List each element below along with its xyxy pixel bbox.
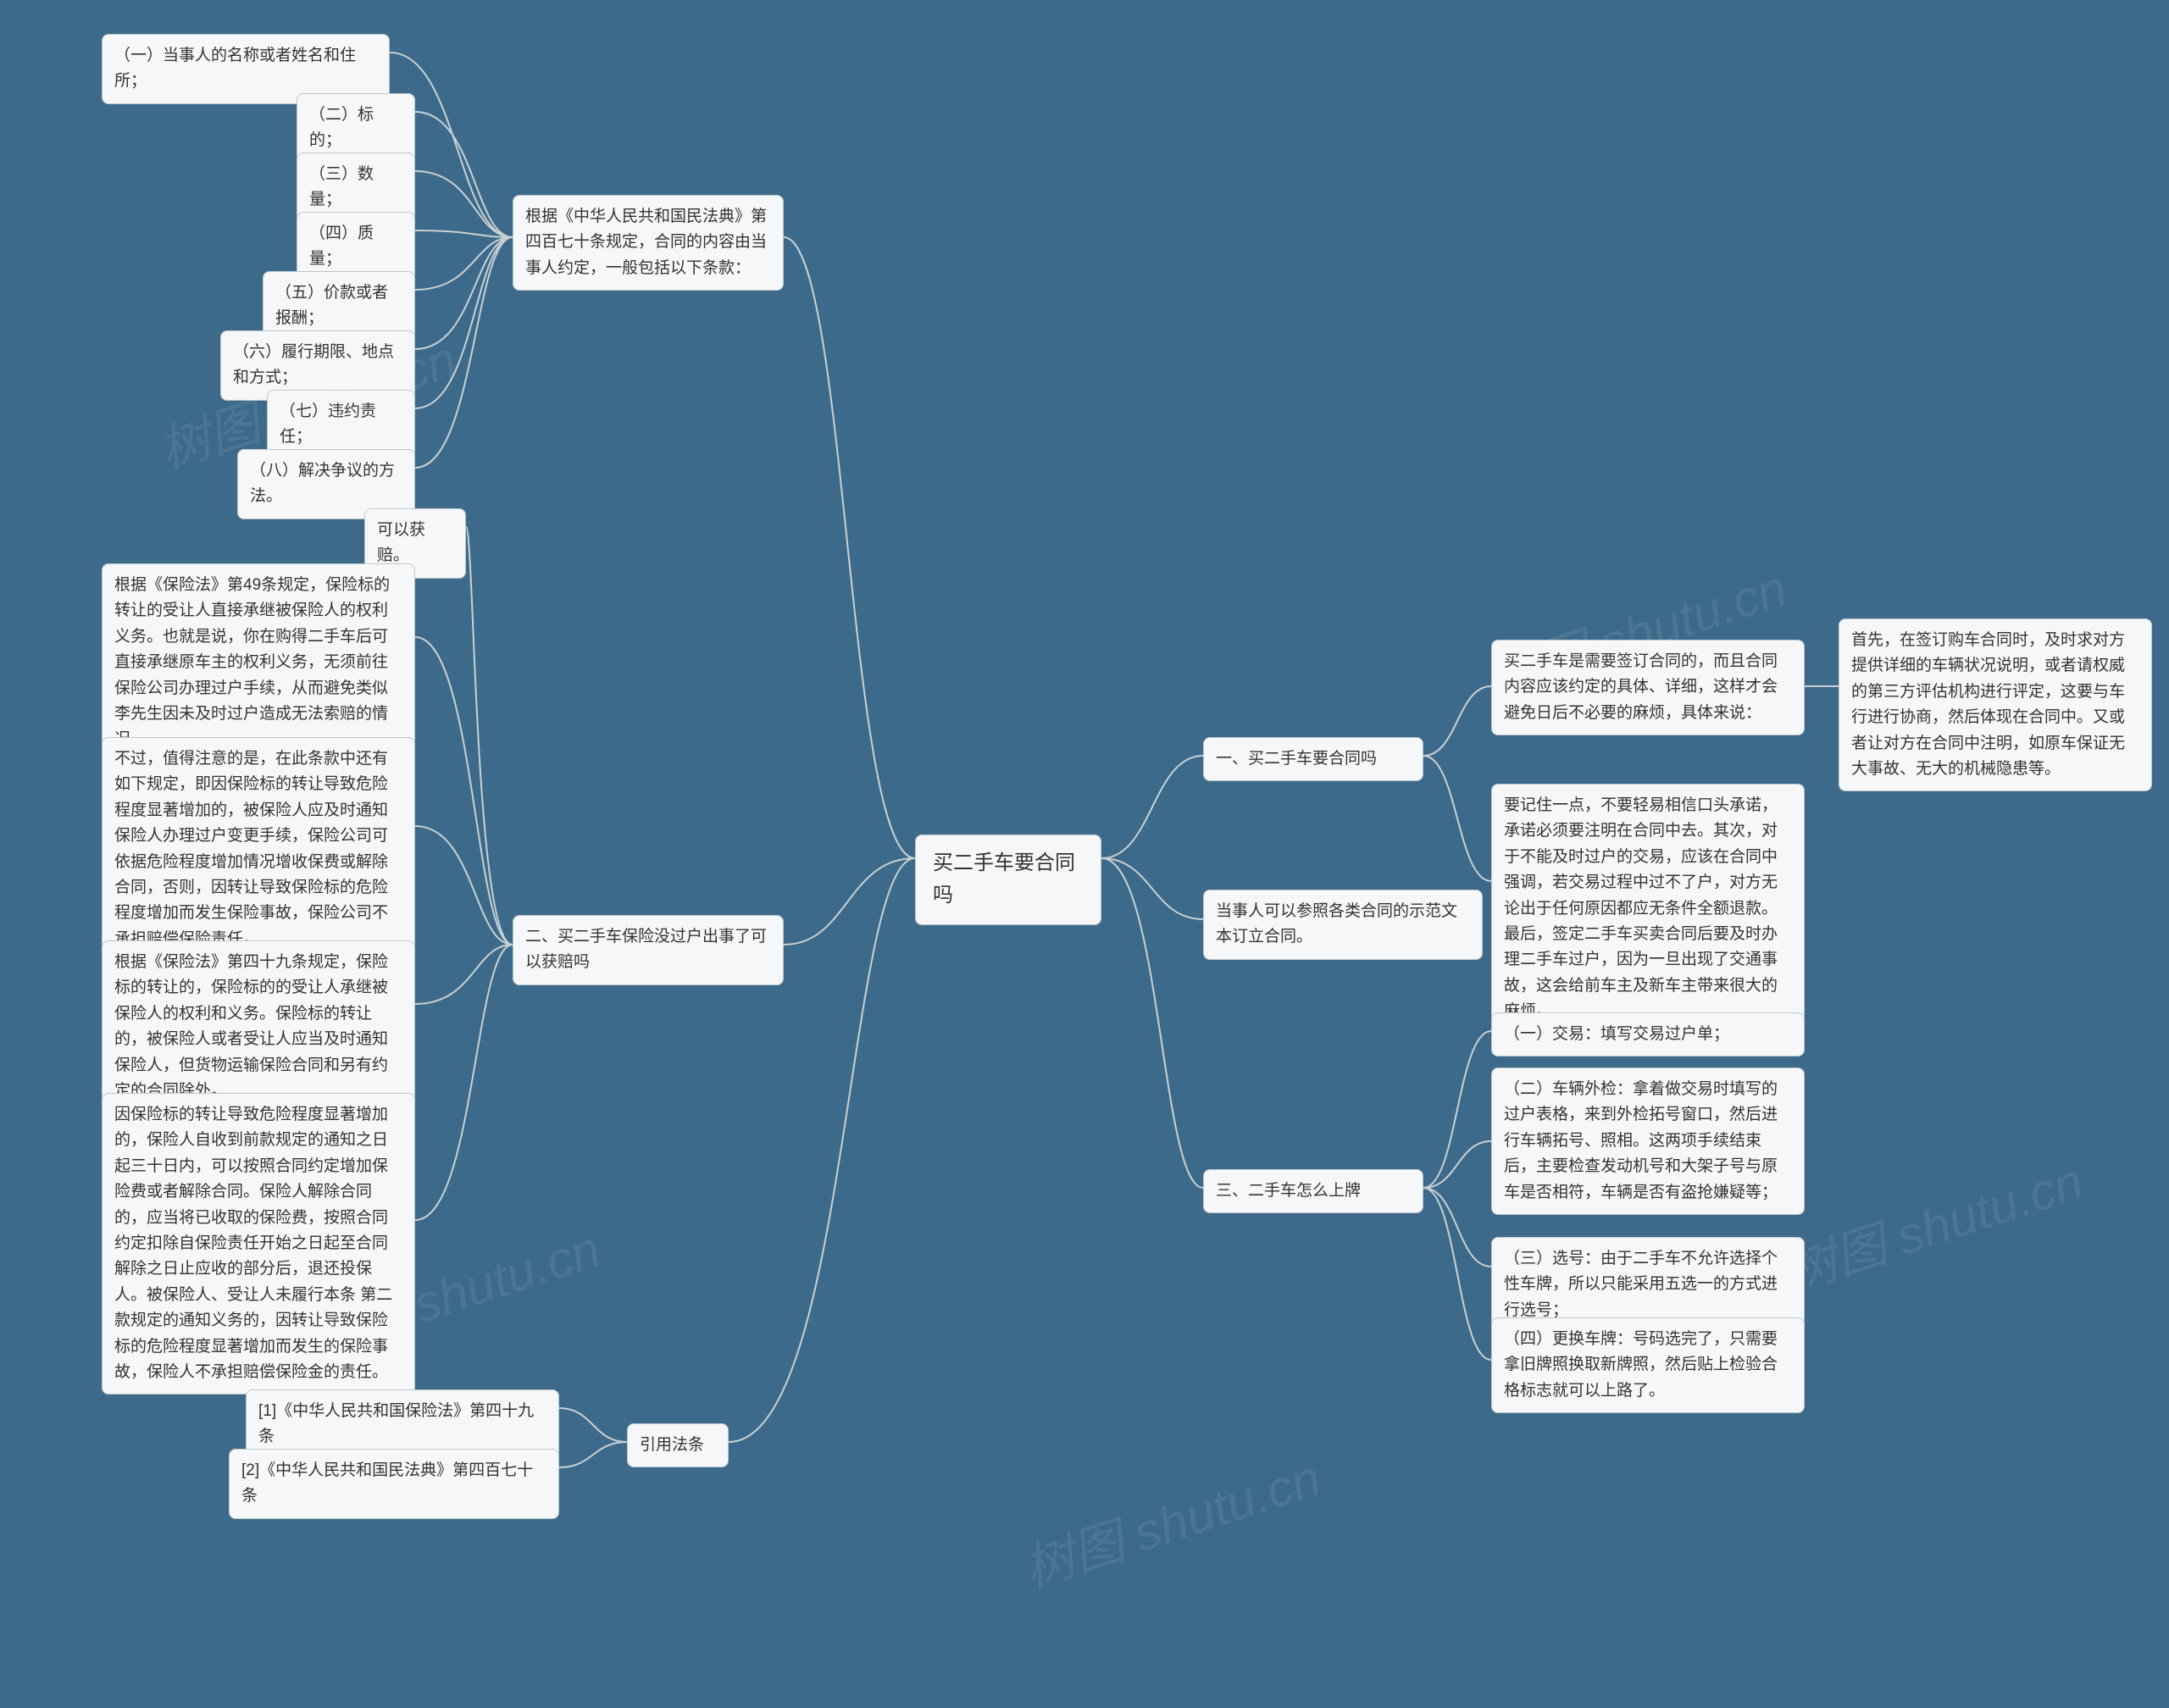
branch-right-1-child-2[interactable]: 要记住一点，不要轻易相信口头承诺，承诺必须要注明在合同中去。其次，对于不能及时过…: [1491, 784, 1805, 1034]
branch-left-2-child-2[interactable]: 根据《保险法》第49条规定，保险标的转让的受让人直接承继被保险人的权利义务。也就…: [102, 563, 415, 762]
branch-left-2-child-3[interactable]: 不过，值得注意的是，在此条款中还有如下规定，即因保险标的转让导致危险程度显著增加…: [102, 737, 415, 962]
branch-right-3-child-1[interactable]: （一）交易：填写交易过户单；: [1491, 1012, 1805, 1056]
branch-left-2[interactable]: 二、买二手车保险没过户出事了可以获赔吗: [513, 915, 784, 985]
watermark: 树图 shutu.cn: [1775, 1140, 2091, 1306]
branch-left-3-child-2[interactable]: [2]《中华人民共和国民法典》第四百七十条: [229, 1449, 559, 1519]
branch-left-2-child-5[interactable]: 因保险标的转让导致危险程度显著增加的，保险人自收到前款规定的通知之日起三十日内，…: [102, 1093, 415, 1395]
branch-right-3[interactable]: 三、二手车怎么上牌: [1203, 1169, 1423, 1213]
branch-right-1-child-1-child-1[interactable]: 首先，在签订购车合同时，及时求对方提供详细的车辆状况说明，或者请权威的第三方评估…: [1839, 618, 2152, 791]
branch-left-2-child-4[interactable]: 根据《保险法》第四十九条规定，保险标的转让的，保险标的的受让人承继被保险人的权利…: [102, 940, 415, 1113]
branch-right-1[interactable]: 一、买二手车要合同吗: [1203, 737, 1423, 781]
branch-right-1-child-1[interactable]: 买二手车是需要签订合同的，而且合同内容应该约定的具体、详细，这样才会避免日后不必…: [1491, 640, 1805, 735]
branch-right-3-child-4[interactable]: （四）更换车牌：号码选完了，只需要拿旧牌照换取新牌照，然后贴上检验合格标志就可以…: [1491, 1317, 1805, 1413]
branch-left-1[interactable]: 根据《中华人民共和国民法典》第四百七十条规定，合同的内容由当事人约定，一般包括以…: [513, 195, 784, 291]
watermark: 树图 shutu.cn: [1012, 1437, 1329, 1602]
branch-right-2[interactable]: 当事人可以参照各类合同的示范文本订立合同。: [1203, 890, 1483, 960]
root-node[interactable]: 买二手车要合同吗: [915, 835, 1101, 925]
branch-right-3-child-2[interactable]: （二）车辆外检：拿着做交易时填写的过户表格，来到外检拓号窗口，然后进行车辆拓号、…: [1491, 1068, 1805, 1215]
branch-left-3[interactable]: 引用法条: [627, 1423, 729, 1467]
